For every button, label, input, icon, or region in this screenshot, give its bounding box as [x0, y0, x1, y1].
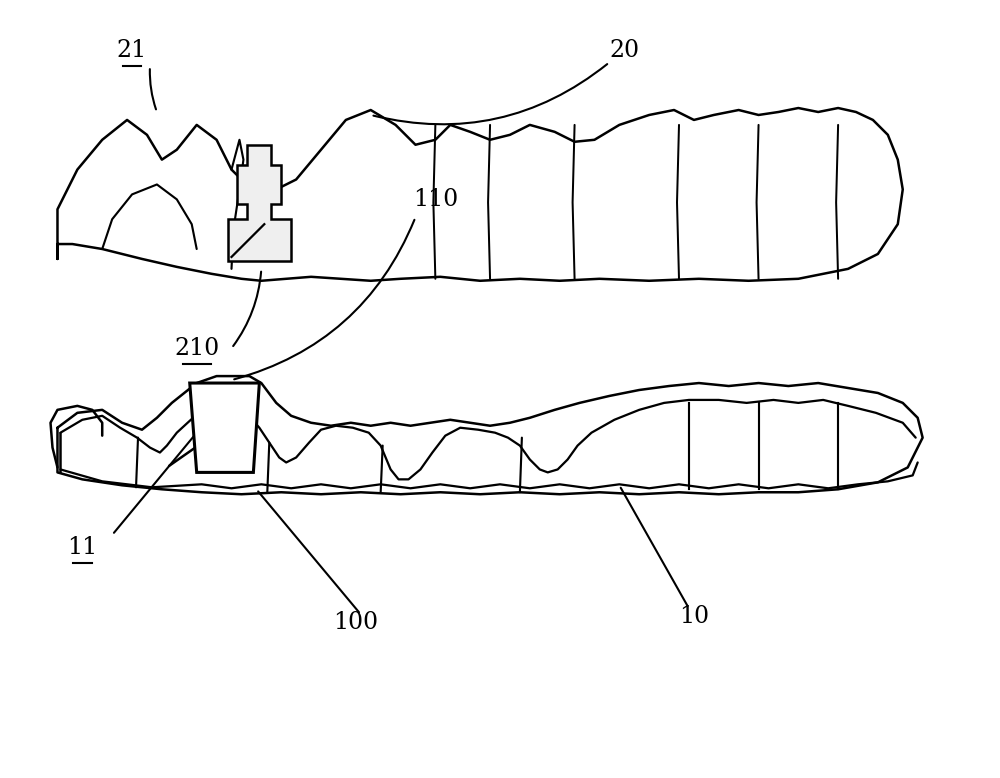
- Text: 11: 11: [67, 536, 97, 559]
- Text: 21: 21: [117, 40, 147, 62]
- Text: 100: 100: [333, 612, 378, 634]
- Polygon shape: [228, 145, 291, 261]
- Text: 110: 110: [413, 188, 458, 212]
- Polygon shape: [190, 383, 259, 472]
- Text: 20: 20: [609, 40, 639, 62]
- Text: 210: 210: [174, 337, 219, 360]
- Text: 10: 10: [679, 605, 709, 629]
